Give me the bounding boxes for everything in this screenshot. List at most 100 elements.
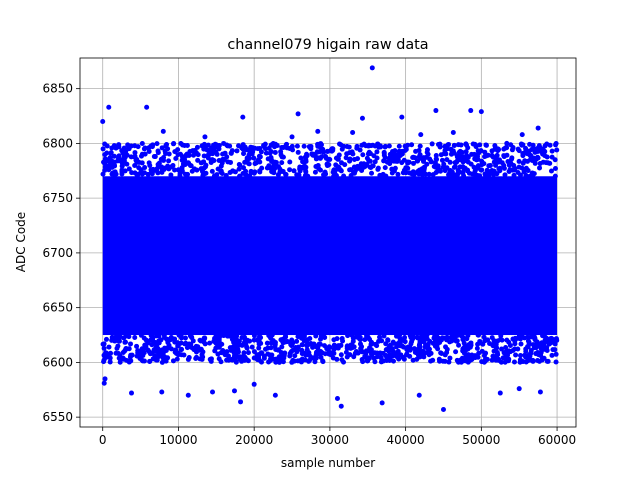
- data-point: [483, 142, 489, 148]
- data-point: [536, 352, 542, 358]
- data-point: [369, 170, 375, 176]
- x-axis-ticks: 0 10000 20000 30000 40000 50000 60000: [99, 427, 576, 447]
- data-point: [522, 352, 528, 358]
- data-point: [132, 335, 138, 341]
- data-point: [447, 168, 453, 174]
- data-point: [424, 149, 430, 155]
- data-point: [548, 335, 554, 341]
- data-point: [429, 141, 435, 147]
- data-point: [159, 359, 165, 365]
- data-point: [195, 157, 201, 163]
- data-point: [552, 347, 558, 353]
- data-point: [225, 333, 231, 339]
- y-axis-ticks: 6550 6600 6650 6700 6750 6800 6850: [42, 82, 80, 424]
- data-point: [419, 171, 425, 177]
- data-point: [512, 341, 518, 347]
- data-point: [348, 345, 354, 351]
- data-point: [410, 357, 416, 363]
- x-tick-label: 10000: [159, 433, 197, 447]
- data-point: [226, 357, 232, 363]
- x-tick-label: 50000: [462, 433, 500, 447]
- data-point: [305, 173, 311, 179]
- x-tick-label: 0: [99, 433, 107, 447]
- data-point: [257, 351, 263, 357]
- data-point: [264, 340, 270, 346]
- data-point: [381, 150, 387, 156]
- data-point: [161, 332, 167, 338]
- data-point: [458, 357, 464, 363]
- data-point: [193, 150, 199, 156]
- data-point: [201, 153, 207, 159]
- data-point: [146, 148, 152, 154]
- data-point: [251, 155, 257, 161]
- data-point: [113, 171, 119, 177]
- data-point: [331, 342, 337, 348]
- outlier-point: [202, 134, 208, 140]
- data-point: [263, 150, 269, 156]
- data-point: [527, 152, 533, 158]
- data-point: [336, 152, 342, 158]
- data-point: [462, 165, 468, 171]
- data-point: [426, 171, 432, 177]
- data-point: [523, 145, 529, 151]
- outlier-point: [159, 389, 165, 395]
- data-point: [502, 355, 508, 361]
- data-point: [396, 143, 402, 149]
- data-point: [104, 143, 110, 149]
- data-point: [525, 344, 531, 350]
- data-point: [257, 169, 263, 175]
- data-point: [475, 148, 481, 154]
- data-point: [511, 163, 517, 169]
- data-point: [428, 358, 434, 364]
- data-point: [403, 352, 409, 358]
- data-point: [537, 165, 543, 171]
- data-point: [294, 143, 300, 149]
- data-point: [268, 340, 274, 346]
- data-point: [322, 169, 328, 175]
- data-point: [532, 156, 538, 162]
- data-point: [414, 350, 420, 356]
- data-point: [527, 353, 533, 359]
- data-point: [221, 333, 227, 339]
- data-point: [402, 339, 408, 345]
- data-point: [245, 358, 251, 364]
- outlier-point: [100, 119, 106, 125]
- data-point: [175, 152, 181, 158]
- data-point: [469, 171, 475, 177]
- data-point: [313, 333, 319, 339]
- data-point: [391, 158, 397, 164]
- data-point: [322, 351, 328, 357]
- x-axis-label: sample number: [281, 456, 375, 470]
- data-point: [294, 349, 300, 355]
- data-point: [116, 142, 122, 148]
- data-point: [255, 157, 261, 163]
- data-point: [296, 333, 302, 339]
- data-point: [447, 159, 453, 165]
- data-point: [448, 334, 454, 340]
- data-point: [516, 158, 522, 164]
- data-point: [463, 149, 469, 155]
- x-tick-label: 40000: [387, 433, 425, 447]
- data-point: [366, 157, 372, 163]
- data-point: [544, 345, 550, 351]
- data-point: [433, 156, 439, 162]
- data-point: [107, 162, 113, 168]
- outlier-point: [272, 392, 278, 398]
- data-point: [378, 144, 384, 150]
- data-point: [269, 142, 275, 148]
- data-point: [489, 152, 495, 158]
- data-point: [547, 142, 553, 148]
- data-point: [350, 151, 356, 157]
- outlier-point: [101, 380, 107, 386]
- data-point: [458, 142, 464, 148]
- outlier-point: [144, 104, 150, 110]
- data-point: [504, 140, 510, 146]
- data-point: [269, 352, 275, 358]
- data-point: [193, 354, 199, 360]
- data-point: [323, 154, 329, 160]
- data-point: [372, 341, 378, 347]
- data-point: [417, 143, 423, 149]
- data-point: [485, 168, 491, 174]
- data-point: [216, 334, 222, 340]
- data-point: [521, 169, 527, 175]
